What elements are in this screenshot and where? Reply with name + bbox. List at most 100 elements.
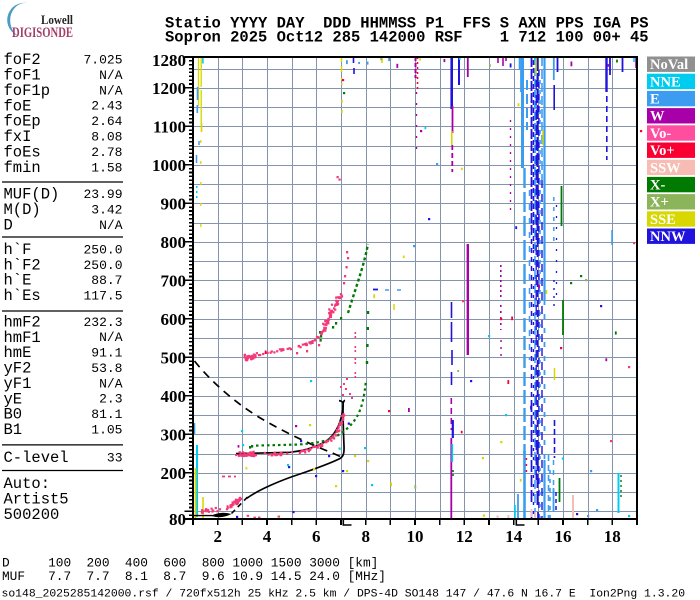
svg-text:RSF: RSF <box>435 29 463 47</box>
svg-text:M(D): M(D) <box>4 201 41 219</box>
svg-text:200: 200 <box>161 464 187 483</box>
svg-text:foE: foE <box>4 97 32 115</box>
svg-text:B1: B1 <box>4 421 23 439</box>
svg-text:14.5: 14.5 <box>271 569 302 584</box>
svg-text:foEp: foEp <box>4 113 41 131</box>
svg-text:N/A: N/A <box>99 330 123 345</box>
svg-text:9.6: 9.6 <box>202 569 225 584</box>
svg-text:foF2: foF2 <box>4 51 41 69</box>
svg-text:1.58: 1.58 <box>91 160 122 175</box>
svg-text:23.99: 23.99 <box>83 187 122 202</box>
svg-text:NNW: NNW <box>650 229 686 245</box>
svg-text:h`F: h`F <box>4 241 32 259</box>
svg-text:so148_2025285142000.rsf / 720f: so148_2025285142000.rsf / 720fx512h 25 k… <box>2 589 686 600</box>
svg-text:[km]: [km] <box>348 556 379 571</box>
svg-text:712: 712 <box>518 29 546 47</box>
svg-text:yF2: yF2 <box>4 360 32 378</box>
svg-text:2.64: 2.64 <box>91 114 122 129</box>
svg-text:14: 14 <box>505 527 523 546</box>
svg-text:D: D <box>2 556 10 571</box>
svg-text:Oct12: Oct12 <box>277 29 324 47</box>
svg-text:88.7: 88.7 <box>91 273 122 288</box>
svg-text:400: 400 <box>125 556 148 571</box>
svg-text:N/A: N/A <box>99 218 123 233</box>
svg-text:1280: 1280 <box>152 51 186 70</box>
svg-text:117.5: 117.5 <box>83 289 122 304</box>
svg-text:1000: 1000 <box>232 556 263 571</box>
svg-text:yF1: yF1 <box>4 375 32 393</box>
svg-text:B0: B0 <box>4 406 23 424</box>
svg-text:DDD: DDD <box>323 15 351 33</box>
svg-text:1.05: 1.05 <box>91 423 122 438</box>
svg-text:SSE: SSE <box>650 212 676 228</box>
svg-text:600: 600 <box>163 556 186 571</box>
svg-text:1500: 1500 <box>271 556 302 571</box>
svg-text:YYYY: YYYY <box>230 15 268 33</box>
svg-text:3000: 3000 <box>309 556 340 571</box>
svg-text:53.8: 53.8 <box>91 361 122 376</box>
svg-text:h`Es: h`Es <box>4 287 41 305</box>
svg-text:Sopron: Sopron <box>165 29 221 47</box>
svg-text:HHMMSS: HHMMSS <box>360 15 416 33</box>
svg-text:2.3: 2.3 <box>99 392 122 407</box>
svg-text:N/A: N/A <box>99 376 123 391</box>
svg-text:hmF2: hmF2 <box>4 313 41 331</box>
svg-text:foF1p: foF1p <box>4 82 51 100</box>
svg-text:8.7: 8.7 <box>163 569 186 584</box>
svg-text:33: 33 <box>107 451 123 466</box>
svg-text:Auto:: Auto: <box>4 475 51 493</box>
svg-text:80: 80 <box>169 510 186 529</box>
svg-text:800: 800 <box>161 233 187 252</box>
svg-text:1100: 1100 <box>153 117 186 136</box>
svg-text:00+: 00+ <box>593 29 621 47</box>
svg-text:7.025: 7.025 <box>83 53 122 68</box>
svg-text:500: 500 <box>161 348 187 367</box>
svg-text:2.78: 2.78 <box>91 145 122 160</box>
svg-text:3.42: 3.42 <box>91 203 122 218</box>
svg-text:800: 800 <box>202 556 225 571</box>
svg-text:X+: X+ <box>650 195 669 211</box>
svg-text:8.08: 8.08 <box>91 130 122 145</box>
svg-text:10: 10 <box>407 527 424 546</box>
svg-text:[MHz]: [MHz] <box>348 569 386 584</box>
svg-text:foF1: foF1 <box>4 67 41 85</box>
svg-text:10.9: 10.9 <box>232 569 263 584</box>
svg-text:100: 100 <box>556 29 584 47</box>
svg-text:400: 400 <box>161 387 187 406</box>
svg-text:1: 1 <box>500 29 509 47</box>
svg-text:7.7: 7.7 <box>48 569 71 584</box>
svg-text:fmin: fmin <box>4 159 41 177</box>
svg-text:foEs: foEs <box>4 144 41 162</box>
svg-text:12: 12 <box>456 527 473 546</box>
svg-text:W: W <box>650 109 665 125</box>
svg-text:hmF1: hmF1 <box>4 329 41 347</box>
svg-text:Artist5: Artist5 <box>4 491 69 509</box>
svg-text:81.1: 81.1 <box>91 407 122 422</box>
svg-text:FFS: FFS <box>463 15 491 33</box>
svg-text:SSW: SSW <box>650 160 681 176</box>
svg-text:1000: 1000 <box>152 156 186 175</box>
svg-text:285: 285 <box>332 29 360 47</box>
svg-text:18: 18 <box>604 527 621 546</box>
svg-text:91.1: 91.1 <box>91 346 122 361</box>
svg-text:Lowell: Lowell <box>41 12 73 27</box>
svg-text:250.0: 250.0 <box>83 258 122 273</box>
svg-text:4: 4 <box>263 527 272 546</box>
svg-text:MUF: MUF <box>2 569 25 584</box>
svg-text:2025: 2025 <box>230 29 267 47</box>
svg-text:h`F2: h`F2 <box>4 256 41 274</box>
svg-text:45: 45 <box>630 29 649 47</box>
svg-text:hmE: hmE <box>4 344 32 362</box>
svg-text:E: E <box>650 92 660 108</box>
svg-text:C-level: C-level <box>4 449 69 467</box>
svg-text:1200: 1200 <box>152 79 186 98</box>
svg-text:N/A: N/A <box>99 68 123 83</box>
svg-text:h`E: h`E <box>4 272 32 290</box>
svg-text:250.0: 250.0 <box>83 242 122 257</box>
svg-text:16: 16 <box>555 527 572 546</box>
svg-text:D: D <box>4 217 13 235</box>
svg-text:8: 8 <box>361 527 370 546</box>
svg-text:Statio: Statio <box>165 15 221 33</box>
svg-text:300: 300 <box>161 425 187 444</box>
svg-text:DAY: DAY <box>277 15 306 33</box>
